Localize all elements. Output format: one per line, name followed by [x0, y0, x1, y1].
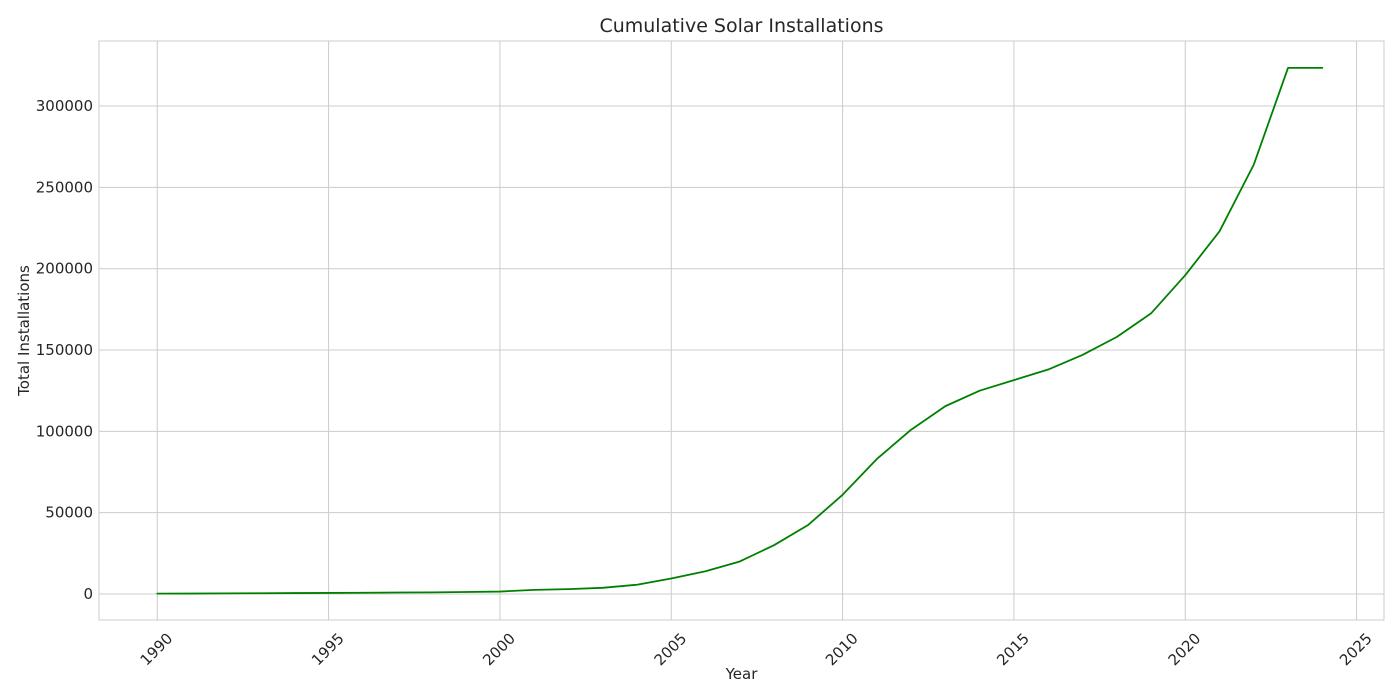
y-tick-label: 300000	[36, 97, 93, 115]
x-tick-label: 2015	[993, 630, 1033, 670]
y-tick-label: 100000	[36, 422, 93, 440]
y-tick-label: 50000	[45, 504, 93, 522]
grid	[99, 41, 1384, 620]
x-tick-label: 1995	[308, 630, 348, 670]
x-axis-ticks: 1990 1995 2000 2005 2010 2015 2020 2025	[137, 630, 1376, 670]
series-line	[156, 66, 1324, 595]
plot-area	[98, 40, 1385, 621]
x-axis-label: Year	[725, 665, 759, 683]
x-tick-label: 1990	[137, 630, 177, 670]
y-tick-label: 200000	[36, 260, 93, 278]
x-tick-label: 2020	[1165, 630, 1205, 670]
chart-title: Cumulative Solar Installations	[599, 15, 883, 37]
y-tick-label: 150000	[36, 341, 93, 359]
x-tick-label: 2005	[651, 630, 691, 670]
x-tick-label: 2000	[479, 630, 519, 670]
y-tick-label: 250000	[36, 178, 93, 196]
y-axis-label: Total Installations	[15, 265, 33, 397]
y-axis-ticks: 0 50000 100000 150000 200000 250000 300000	[36, 97, 93, 603]
x-tick-label: 2010	[822, 630, 862, 670]
x-tick-label: 2025	[1336, 630, 1376, 670]
series-layer	[156, 66, 1324, 595]
y-tick-label: 0	[83, 585, 93, 603]
